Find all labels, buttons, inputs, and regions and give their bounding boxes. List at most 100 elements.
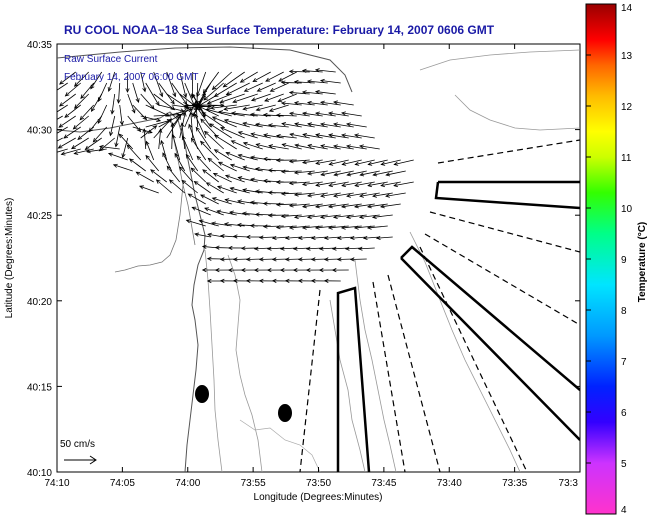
current-vector-head <box>341 204 346 209</box>
current-vector-head <box>205 108 211 113</box>
current-vector-head <box>344 246 350 251</box>
current-vector <box>333 214 354 218</box>
current-vector <box>224 223 245 227</box>
current-vector-head <box>336 235 342 241</box>
current-vector <box>380 181 401 187</box>
current-vector <box>80 82 95 99</box>
current-vector-head <box>206 278 212 284</box>
current-vector <box>302 91 323 95</box>
current-vector-head <box>262 224 268 229</box>
current-vector <box>242 189 263 194</box>
current-vector-head <box>245 234 251 240</box>
current-vector-head <box>297 257 303 262</box>
current-vector-head <box>310 257 316 262</box>
colorbar-tick-label: 6 <box>621 408 627 419</box>
current-vector <box>359 192 380 197</box>
current-vector-head <box>284 257 290 262</box>
current-vector <box>320 80 341 84</box>
current-vector-head <box>281 143 287 148</box>
current-vector-head <box>196 155 202 161</box>
current-vector <box>358 247 375 250</box>
current-vector <box>57 115 63 120</box>
current-vector <box>237 200 258 205</box>
current-vector-head <box>275 180 281 185</box>
current-vector <box>386 170 406 176</box>
current-vector <box>281 102 302 106</box>
current-vector <box>243 166 263 172</box>
current-vector-head <box>191 206 197 211</box>
current-vector <box>360 170 380 176</box>
current-vector <box>380 203 401 208</box>
current-vector-head <box>258 278 264 283</box>
current-vector-head <box>284 278 290 283</box>
current-vector-head <box>88 127 93 133</box>
current-vector <box>93 126 108 143</box>
current-vector-head <box>213 134 219 139</box>
current-vector-head <box>275 225 281 230</box>
current-vector-head <box>170 99 175 105</box>
current-vector <box>188 124 199 150</box>
current-vector-head <box>358 214 364 220</box>
current-vector-head <box>278 77 283 82</box>
current-vector <box>333 192 354 197</box>
current-vector-head <box>182 111 187 117</box>
current-vector-head <box>203 96 208 101</box>
current-vector-head <box>275 134 281 139</box>
current-vector-head <box>201 244 207 249</box>
current-vector-head <box>258 235 264 240</box>
current-vector-head <box>198 219 204 224</box>
current-vector <box>276 203 297 206</box>
current-vector-head <box>195 105 200 110</box>
current-vector <box>333 101 354 106</box>
current-vector-head <box>158 128 163 133</box>
current-vector <box>91 93 103 112</box>
current-vector-head <box>315 133 320 138</box>
inset-label-date: February 14, 2007 06:00 GMT <box>64 72 199 83</box>
current-vector <box>184 82 196 108</box>
current-vector-head <box>240 268 246 273</box>
y-tick-label: 40:15 <box>27 382 52 393</box>
y-tick-label: 40:25 <box>27 211 52 222</box>
current-vector-head <box>230 111 236 116</box>
current-vector <box>185 154 199 172</box>
current-vector-head <box>367 182 373 188</box>
current-vector <box>347 170 367 176</box>
current-vector-head <box>183 93 188 99</box>
chart-title: RU COOL NOAA−18 Sea Surface Temperature:… <box>64 23 495 37</box>
current-vector-head <box>275 113 281 118</box>
current-vector-head <box>367 161 373 166</box>
current-vector <box>220 127 245 139</box>
current-vector-head <box>202 169 207 174</box>
current-vector <box>199 220 219 227</box>
current-vector-head <box>227 268 233 273</box>
current-vector <box>243 142 263 150</box>
current-vector <box>158 104 185 112</box>
current-vector-head <box>266 268 272 273</box>
current-vector-head <box>135 171 141 176</box>
colorbar-tick-label: 10 <box>621 204 633 215</box>
current-vector <box>156 179 172 194</box>
current-vector <box>315 181 336 186</box>
current-vector <box>346 123 367 128</box>
current-vector <box>320 101 341 106</box>
current-vector <box>311 236 328 239</box>
current-vector <box>238 131 258 139</box>
current-vector-head <box>262 112 268 118</box>
survey-box-3 <box>336 286 371 472</box>
current-vector-head <box>86 149 91 154</box>
current-vector <box>132 82 139 103</box>
current-vector <box>256 104 276 111</box>
map-layer <box>57 46 580 472</box>
current-vector-head <box>126 144 132 150</box>
current-vector-head <box>223 106 229 111</box>
current-vector-head <box>359 193 364 198</box>
current-vector <box>281 123 302 128</box>
current-vector <box>195 127 212 150</box>
current-vector-head <box>320 172 326 177</box>
current-vector-head <box>340 225 346 230</box>
current-vector <box>73 115 89 130</box>
current-vector <box>74 148 94 155</box>
current-vector <box>174 153 186 172</box>
scale-label: 50 cm/s <box>60 439 95 450</box>
current-vector <box>109 115 116 136</box>
